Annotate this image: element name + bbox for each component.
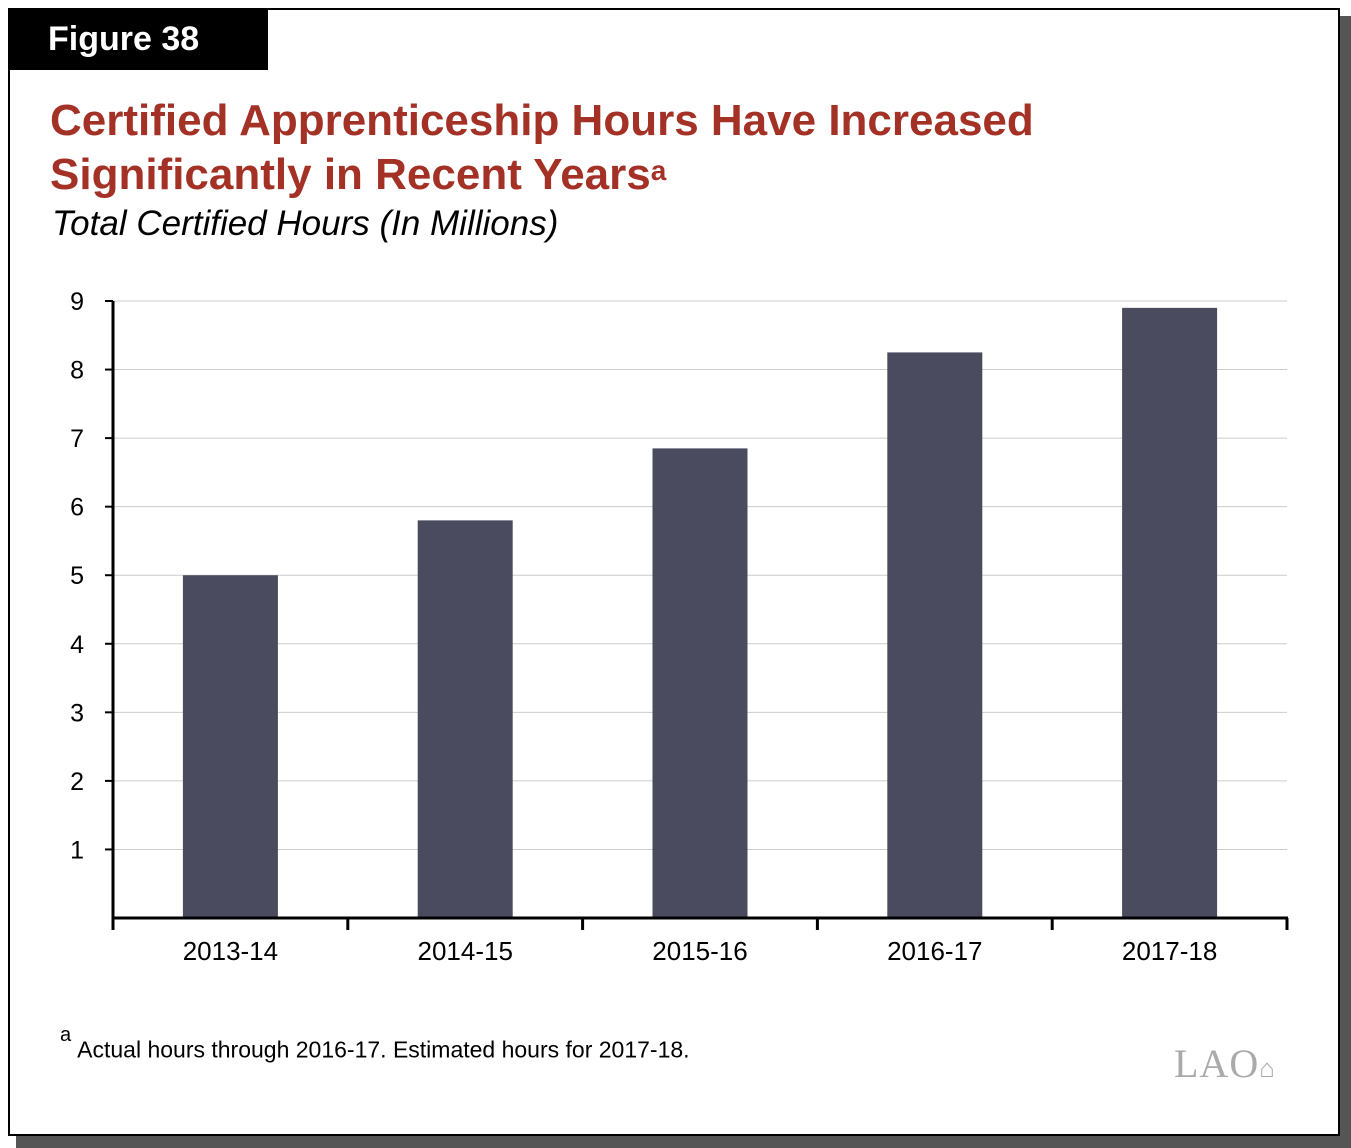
title-footnote-marker: a xyxy=(650,155,667,186)
bar-2016-17 xyxy=(887,352,983,919)
bar-2015-16 xyxy=(652,448,748,918)
y-tick-label: 9 xyxy=(70,288,84,316)
x-tick-label: 2016-17 xyxy=(887,936,982,966)
y-tick-label: 4 xyxy=(70,631,84,659)
y-tick-label: 7 xyxy=(70,425,84,453)
x-tick-label: 2013-14 xyxy=(183,936,278,966)
y-tick-label: 6 xyxy=(70,494,84,522)
y-tick-label: 5 xyxy=(70,562,84,590)
bar-2014-15 xyxy=(417,520,513,918)
y-tick-label: 8 xyxy=(70,357,84,385)
y-tick-label: 2 xyxy=(70,768,84,796)
x-tick-label: 2014-15 xyxy=(417,936,512,966)
chart-title-text: Certified Apprenticeship Hours Have Incr… xyxy=(50,96,1034,199)
bar-2013-14 xyxy=(182,575,278,918)
footnote-text: Actual hours through 2016-17. Estimated … xyxy=(77,1036,690,1063)
y-tick-label: 1 xyxy=(70,836,84,864)
bar-2017-18 xyxy=(1122,307,1218,918)
chart-title: Certified Apprenticeship Hours Have Incr… xyxy=(50,94,1250,202)
y-tick-label: 3 xyxy=(70,699,84,727)
x-tick-label: 2017-18 xyxy=(1122,936,1217,966)
lao-logo: LAO⌂ xyxy=(1174,1041,1276,1086)
x-tick-label: 2015-16 xyxy=(652,936,747,966)
figure-label: Figure 38 xyxy=(8,8,268,70)
chart-subtitle: Total Certified Hours (In Millions) xyxy=(52,204,559,243)
footnote: aActual hours through 2016-17. Estimated… xyxy=(60,1024,690,1064)
footnote-marker: a xyxy=(60,1024,72,1046)
